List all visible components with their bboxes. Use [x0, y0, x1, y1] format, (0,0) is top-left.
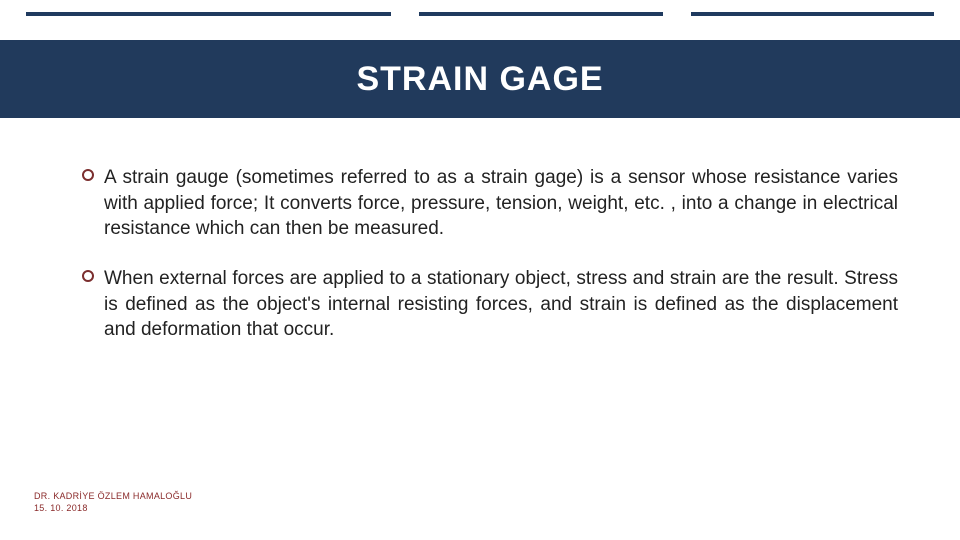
title-band: STRAIN GAGE	[0, 40, 960, 118]
top-accent-bar	[26, 12, 934, 16]
bullet-marker-icon	[82, 270, 94, 282]
bullet-marker-icon	[82, 169, 94, 181]
bullet-item: When external forces are applied to a st…	[82, 266, 898, 343]
bullet-text: A strain gauge (sometimes referred to as…	[104, 167, 898, 239]
slide-title: STRAIN GAGE	[356, 60, 603, 99]
bullet-item: A strain gauge (sometimes referred to as…	[82, 165, 898, 242]
footer-date: 15. 10. 2018	[34, 502, 192, 514]
slide-footer: DR. KADRİYE ÖZLEM HAMALOĞLU 15. 10. 2018	[34, 490, 192, 514]
footer-author: DR. KADRİYE ÖZLEM HAMALOĞLU	[34, 490, 192, 502]
topbar-segment	[419, 12, 662, 16]
topbar-segment	[691, 12, 934, 16]
topbar-segment	[26, 12, 391, 16]
bullet-text: When external forces are applied to a st…	[104, 268, 898, 340]
slide-body: A strain gauge (sometimes referred to as…	[82, 165, 898, 367]
